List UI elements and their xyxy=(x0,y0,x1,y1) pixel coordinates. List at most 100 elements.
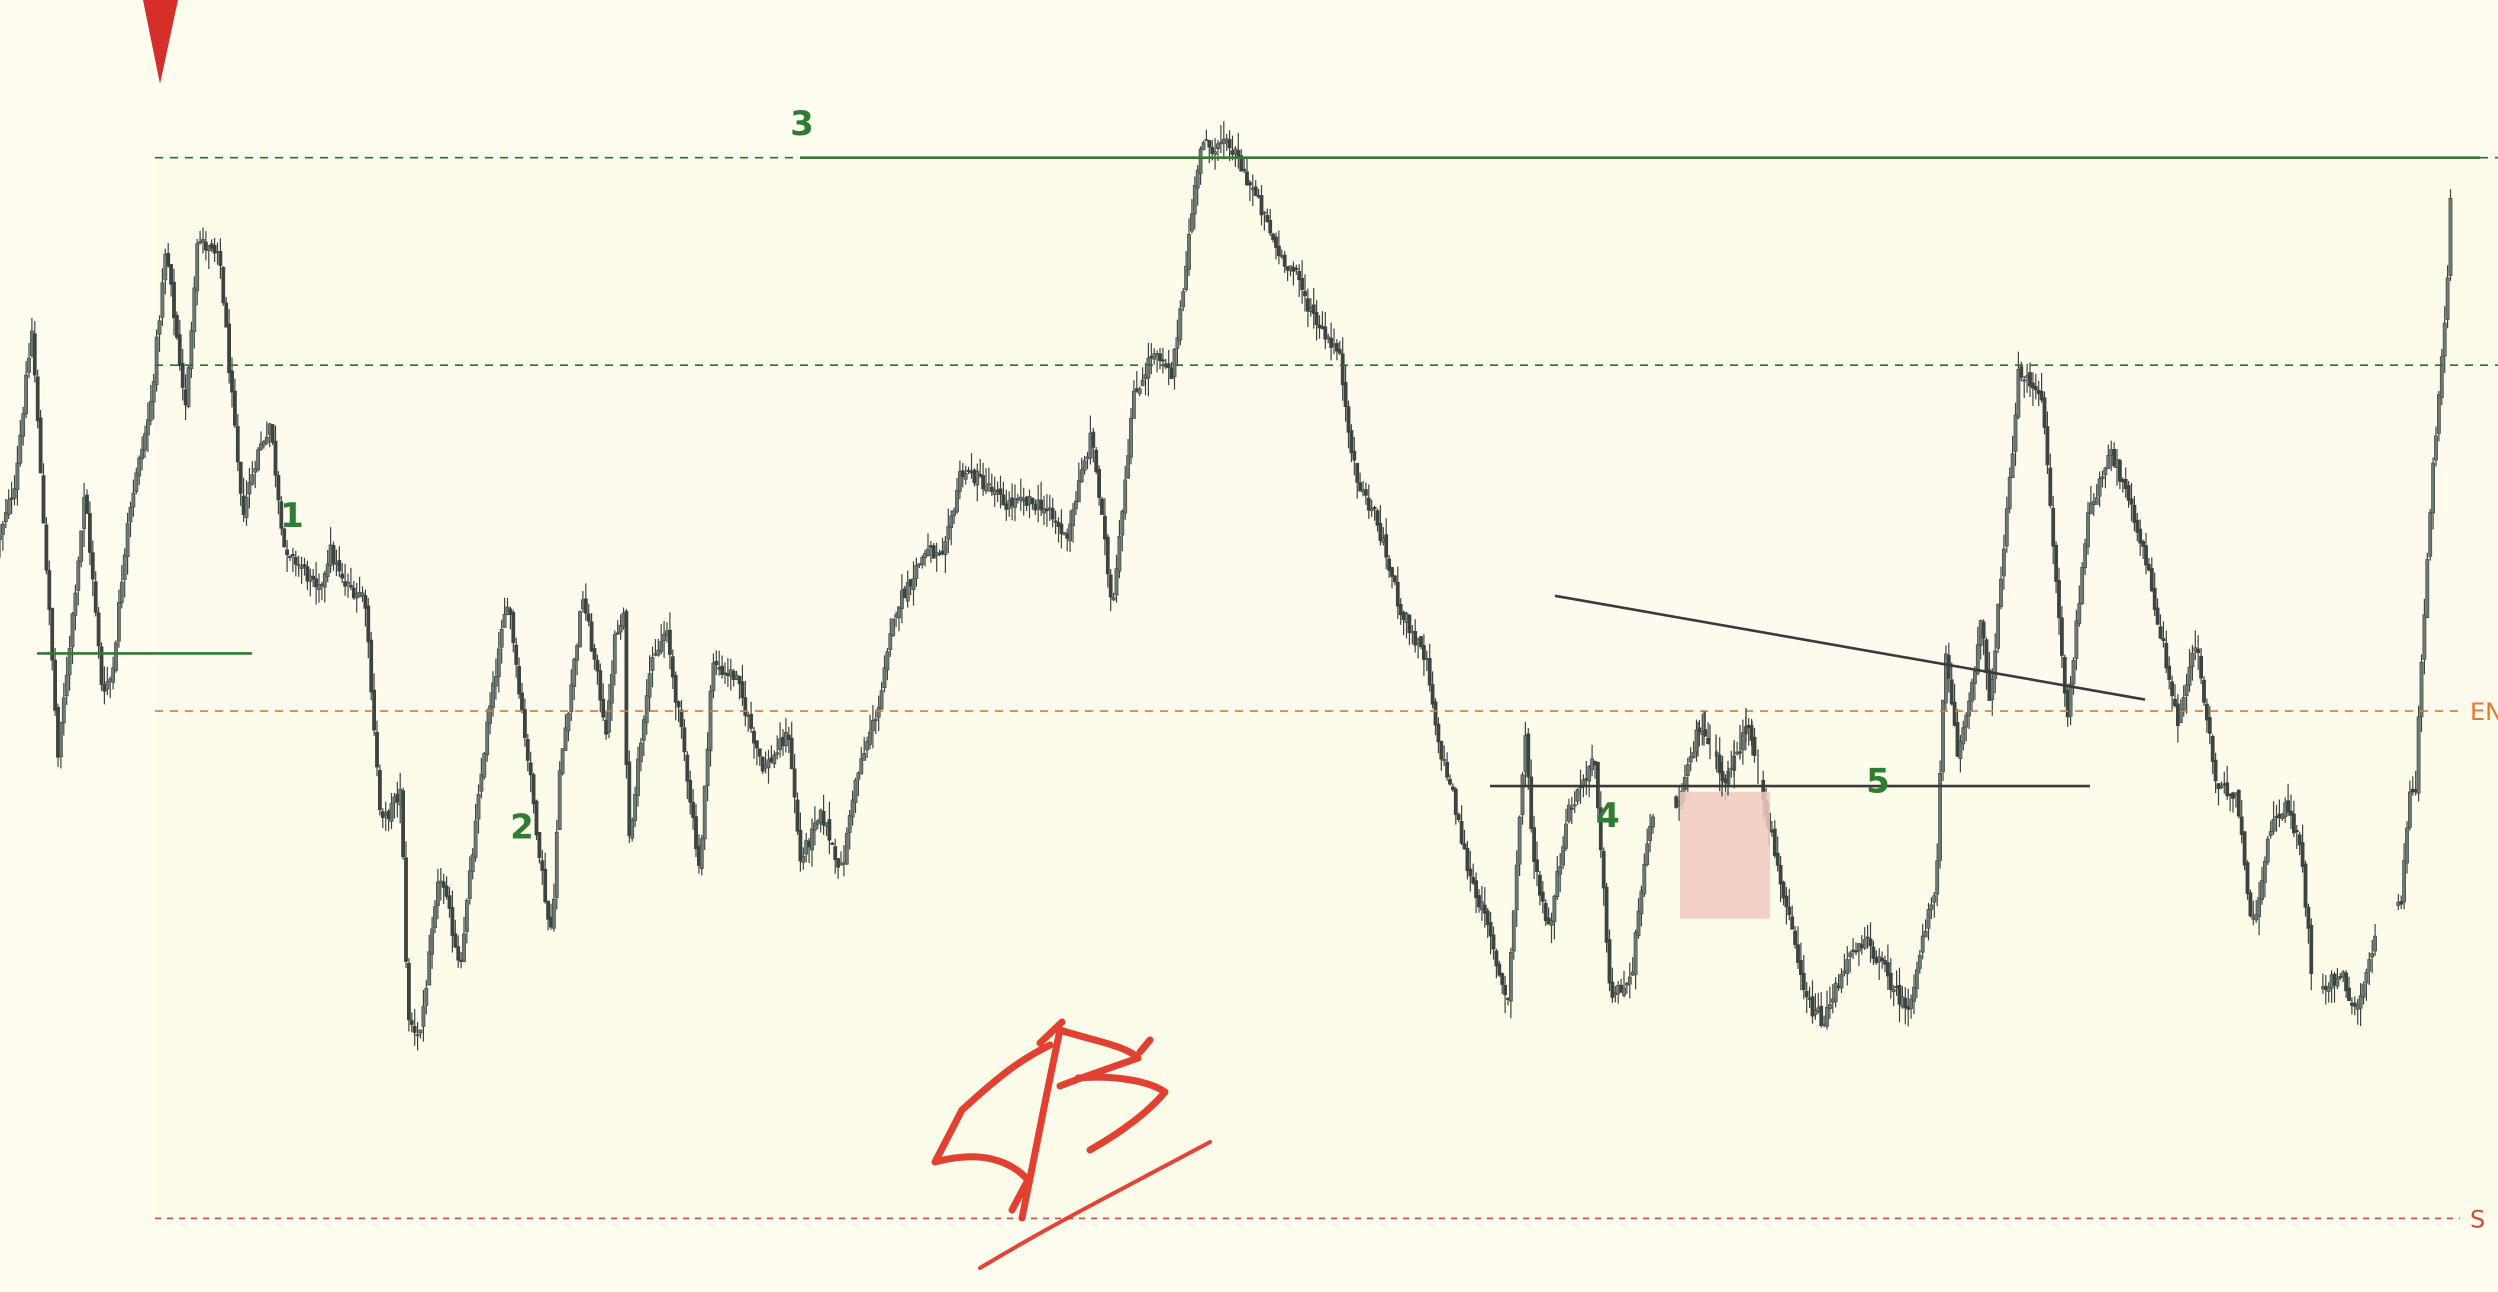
candle-body xyxy=(1242,168,1247,171)
candle-body xyxy=(711,662,716,692)
candle-body xyxy=(2239,816,2244,835)
candle-body xyxy=(1329,337,1334,348)
signature-watermark xyxy=(931,1018,1212,1270)
candle-body xyxy=(743,697,748,716)
candle-body xyxy=(488,705,493,724)
candle-body xyxy=(285,549,290,556)
candle-body xyxy=(180,362,185,388)
candle-body xyxy=(0,523,5,535)
candle-body xyxy=(2016,369,2021,418)
candle-body xyxy=(331,545,336,564)
candle-body xyxy=(1648,826,1653,841)
candle-body xyxy=(670,656,675,678)
candle-body xyxy=(435,881,440,907)
candle-body xyxy=(2367,959,2372,972)
candle-body xyxy=(537,832,542,858)
candle-body xyxy=(786,734,791,740)
candle-body xyxy=(885,651,890,671)
candle-body xyxy=(47,570,52,610)
candle-body xyxy=(847,815,852,833)
candle-body xyxy=(1587,766,1592,782)
candle-body xyxy=(1610,981,1615,998)
candle-body xyxy=(644,695,649,724)
candle-body xyxy=(1239,155,1244,172)
candle-body xyxy=(508,608,513,615)
candle-body xyxy=(163,253,168,281)
candle-body xyxy=(70,613,75,648)
candle-body xyxy=(314,578,319,588)
candle-body xyxy=(798,829,803,862)
candle-body xyxy=(989,486,994,492)
candle-body xyxy=(2048,467,2053,506)
candle-body xyxy=(2364,971,2369,984)
candle-body xyxy=(1543,902,1548,921)
candle-body xyxy=(2347,987,2351,1002)
candle-body xyxy=(1558,866,1563,875)
candle-body xyxy=(2118,460,2122,482)
candle-body xyxy=(279,501,284,529)
candle-body xyxy=(1833,982,1838,1003)
candle-body xyxy=(2068,683,2073,717)
candle-body xyxy=(2442,322,2447,357)
candle-body xyxy=(1398,604,1403,616)
candle-body xyxy=(1996,603,2001,649)
candle-body xyxy=(1688,756,1693,763)
candle-body xyxy=(119,581,124,604)
candle-body xyxy=(1886,962,1890,977)
candle-body xyxy=(485,721,490,756)
candle-body xyxy=(148,401,153,421)
candle-body xyxy=(1955,722,1960,757)
candle-body xyxy=(453,933,458,948)
candle-body xyxy=(618,624,623,633)
candle-body xyxy=(27,357,31,373)
candle-body xyxy=(1129,417,1133,458)
candle-body xyxy=(177,334,182,367)
candle-body xyxy=(172,281,176,319)
candle-body xyxy=(2178,708,2183,723)
candle-body xyxy=(702,785,707,840)
lower-zone xyxy=(155,711,2498,1219)
candle-body xyxy=(998,488,1003,496)
candle-body xyxy=(2205,703,2209,721)
candle-body xyxy=(476,794,481,820)
candle-body xyxy=(1407,614,1412,634)
candle-body xyxy=(1039,499,1044,511)
candle-body xyxy=(1567,804,1571,822)
candle-body xyxy=(15,462,20,490)
candle-body xyxy=(1535,859,1539,872)
candle-body xyxy=(1741,732,1745,751)
candle-body xyxy=(1865,936,1870,939)
candle-body xyxy=(409,1020,414,1025)
candle-body xyxy=(44,524,49,571)
candle-body xyxy=(50,607,55,661)
candle-body xyxy=(1442,759,1447,762)
candle-body xyxy=(2190,652,2195,668)
candle-body xyxy=(525,739,530,761)
candle-body xyxy=(299,566,304,569)
candle-body xyxy=(1871,946,1876,959)
candle-body xyxy=(1706,737,1711,745)
candle-body xyxy=(650,657,655,671)
candle-body xyxy=(1198,148,1203,174)
candle-body xyxy=(2033,386,2038,391)
candle-body xyxy=(540,860,545,871)
candle-body xyxy=(151,381,156,403)
candle-body xyxy=(1964,714,1969,728)
candle-body xyxy=(61,697,66,724)
candle-body xyxy=(2077,603,2082,624)
candle-body xyxy=(563,727,568,751)
candle-body xyxy=(551,898,556,929)
candle-body xyxy=(2164,642,2169,669)
candle-body xyxy=(1045,509,1049,512)
candle-body xyxy=(931,545,936,559)
candle-body xyxy=(496,648,501,678)
candle-body xyxy=(418,1029,423,1034)
candle-body xyxy=(290,554,295,557)
candle-body xyxy=(630,820,635,839)
candle-body xyxy=(363,595,368,609)
candle-body xyxy=(2019,366,2024,378)
candle-body xyxy=(575,645,580,661)
candle-body xyxy=(2147,563,2151,571)
candle-body xyxy=(2007,476,2012,509)
candle-body xyxy=(369,639,374,693)
